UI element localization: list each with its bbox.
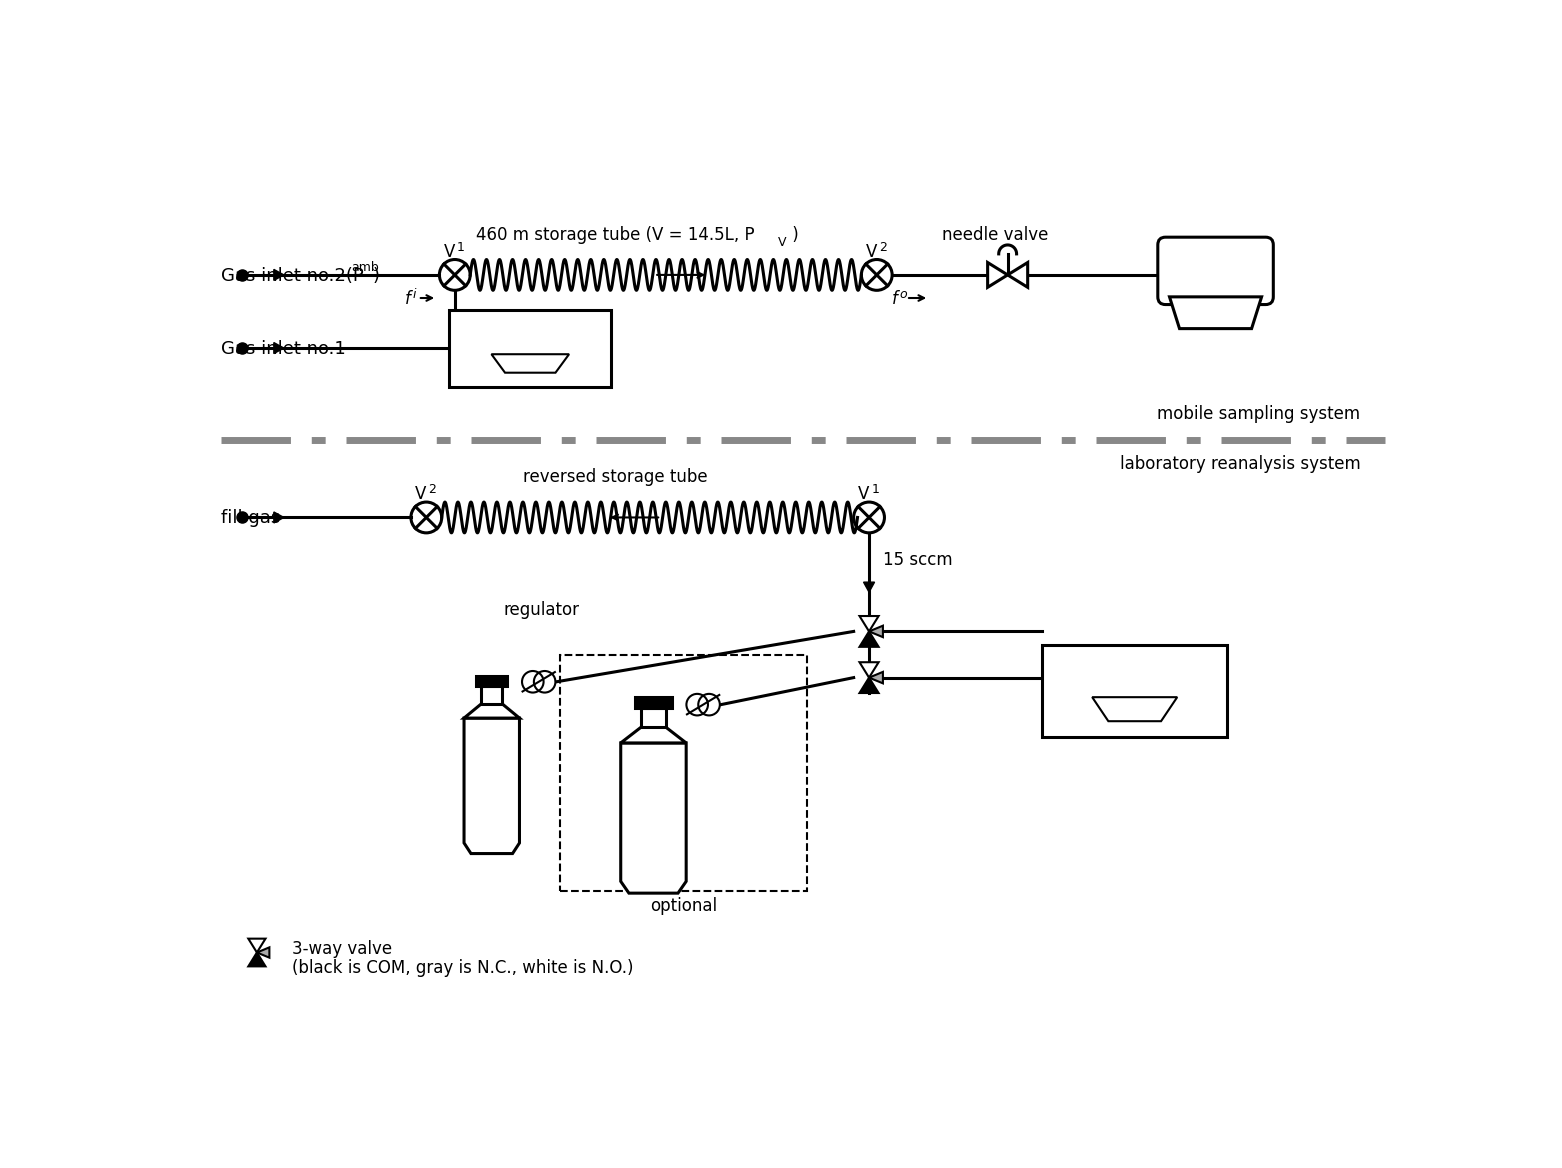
Polygon shape [987, 263, 1007, 287]
Bar [450, 310, 611, 387]
Text: mobile sampling system: mobile sampling system [1157, 404, 1361, 423]
Polygon shape [248, 953, 266, 966]
Text: 2: 2 [879, 241, 887, 253]
Polygon shape [273, 342, 284, 354]
Text: ): ) [372, 266, 380, 285]
Bar [481, 687, 503, 704]
Text: optional: optional [650, 897, 717, 915]
Polygon shape [859, 632, 878, 647]
Polygon shape [256, 947, 269, 958]
Polygon shape [464, 718, 520, 854]
FancyBboxPatch shape [1157, 237, 1273, 305]
Text: 1: 1 [872, 484, 879, 496]
Polygon shape [864, 582, 875, 592]
Polygon shape [1092, 697, 1178, 721]
Text: fill gas: fill gas [220, 509, 280, 527]
Polygon shape [464, 704, 520, 718]
Text: V: V [778, 236, 787, 249]
Text: regulator: regulator [503, 600, 580, 619]
Text: Gas inlet no.1: Gas inlet no.1 [220, 340, 345, 357]
Text: 15 sccm: 15 sccm [883, 551, 953, 569]
Text: 4: 4 [1161, 683, 1178, 708]
Text: pump: pump [1181, 262, 1251, 281]
Text: V: V [858, 486, 870, 503]
Text: f: f [892, 290, 898, 308]
Text: reversed storage tube: reversed storage tube [523, 468, 708, 486]
Text: V: V [444, 243, 455, 260]
Text: 3-way valve: 3-way valve [292, 940, 392, 958]
Polygon shape [859, 677, 878, 693]
Bar [640, 708, 665, 728]
Text: o: o [900, 287, 908, 300]
Text: V: V [865, 243, 876, 260]
Polygon shape [859, 662, 878, 677]
Polygon shape [492, 354, 569, 373]
Bar [1042, 645, 1228, 737]
Text: no.2: no.2 [639, 759, 667, 819]
Polygon shape [1170, 297, 1262, 328]
Polygon shape [273, 270, 284, 280]
Text: i: i [412, 287, 415, 300]
Polygon shape [248, 939, 266, 953]
Text: CH: CH [519, 324, 575, 357]
Text: no.1: no.1 [478, 735, 506, 795]
Text: 1: 1 [458, 241, 465, 253]
Polygon shape [868, 626, 883, 638]
Polygon shape [273, 512, 284, 523]
Text: f: f [405, 290, 411, 308]
Text: laboratory reanalysis system: laboratory reanalysis system [1120, 454, 1361, 473]
Polygon shape [1007, 263, 1028, 287]
Text: needle valve: needle valve [942, 225, 1048, 244]
Text: ): ) [787, 225, 798, 244]
Text: Gas inlet no.2(P: Gas inlet no.2(P [220, 266, 364, 285]
Bar [559, 654, 808, 891]
Polygon shape [620, 728, 686, 743]
Text: 460 m storage tube (V = 14.5L, P: 460 m storage tube (V = 14.5L, P [476, 225, 754, 244]
Bar [476, 676, 508, 687]
Polygon shape [620, 743, 686, 894]
Text: (black is COM, gray is N.C., white is N.O.): (black is COM, gray is N.C., white is N.… [292, 959, 633, 976]
Text: amb: amb [351, 260, 380, 273]
Bar [636, 697, 672, 708]
Text: iCH: iCH [1107, 668, 1176, 702]
Text: 4: 4 [551, 339, 569, 363]
Text: 2: 2 [428, 484, 436, 496]
Polygon shape [868, 672, 883, 683]
Polygon shape [859, 616, 878, 632]
Text: V: V [415, 486, 426, 503]
